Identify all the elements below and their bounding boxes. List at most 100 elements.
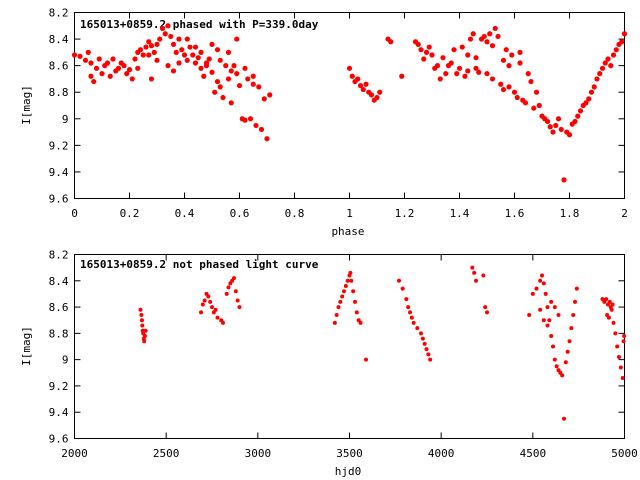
data-point (225, 49, 232, 55)
data-point (217, 57, 223, 63)
data-point (258, 126, 265, 133)
data-point (563, 360, 568, 365)
data-point (184, 36, 190, 42)
data-point (132, 56, 138, 62)
data-point (540, 273, 544, 278)
y-tick-label: 8.8 (49, 327, 69, 340)
data-point (613, 331, 618, 336)
data-point (234, 71, 240, 77)
data-point (562, 416, 566, 421)
y-tick-label: 9 (62, 113, 69, 126)
data-point (459, 44, 465, 50)
data-point (212, 89, 218, 95)
data-point (489, 76, 496, 82)
data-point (426, 352, 431, 357)
data-point (573, 299, 577, 304)
data-point (594, 76, 600, 82)
data-point (209, 41, 215, 47)
data-point (237, 305, 242, 310)
data-point (465, 52, 471, 58)
data-point (556, 312, 561, 317)
data-point (530, 291, 535, 296)
data-point (465, 68, 471, 74)
data-point (173, 49, 179, 55)
data-point (139, 312, 144, 317)
data-point (261, 96, 267, 102)
data-point (517, 49, 523, 55)
data-point (348, 270, 353, 275)
y-tick-label: 9.4 (49, 406, 69, 419)
data-point (129, 76, 135, 82)
data-point (514, 94, 520, 101)
data-point (377, 89, 383, 95)
data-point (487, 31, 493, 37)
y-tick-label: 8.6 (49, 60, 69, 73)
data-point (597, 71, 603, 77)
x-tick-label: 4000 (428, 447, 455, 460)
data-point (560, 373, 565, 378)
data-point (467, 36, 474, 42)
y-tick-label: 8.6 (49, 301, 69, 314)
data-point (343, 284, 348, 289)
data-point (544, 118, 551, 125)
data-point (85, 49, 91, 55)
data-point (221, 320, 225, 325)
data-point (426, 44, 432, 50)
data-point (415, 41, 421, 47)
data-point (77, 53, 83, 59)
x-tick-label: 0.6 (230, 207, 250, 220)
data-point (424, 347, 429, 352)
y-tick-label: 8.8 (49, 86, 69, 99)
data-point (588, 89, 595, 95)
data-point (472, 270, 477, 275)
data-point (611, 320, 616, 325)
data-point (473, 65, 479, 71)
data-point (420, 336, 425, 341)
data-point (364, 357, 368, 362)
data-point (198, 65, 204, 71)
x-axis-title: phase (331, 225, 364, 238)
data-point (168, 33, 174, 40)
data-point (604, 297, 609, 302)
data-point (422, 341, 427, 346)
data-point (154, 41, 160, 47)
data-point (192, 44, 199, 50)
data-point (176, 60, 182, 66)
data-point (543, 291, 548, 296)
data-point (142, 339, 147, 344)
x-tick-label: 3000 (245, 447, 272, 460)
y-tick-label: 9.6 (49, 193, 69, 206)
data-point (437, 76, 443, 82)
data-point (256, 84, 262, 90)
data-point (220, 94, 226, 101)
data-point (586, 96, 592, 102)
y-axis-title: I[mag] (20, 326, 33, 366)
data-point (159, 25, 166, 32)
data-point (602, 60, 608, 66)
data-point (91, 78, 97, 85)
y-tick-label: 9.4 (49, 166, 69, 179)
x-tick-label: 1.4 (450, 207, 470, 220)
data-point (545, 305, 550, 310)
data-point (500, 86, 507, 93)
data-point (250, 81, 256, 87)
data-point (489, 43, 496, 49)
data-point (451, 47, 457, 53)
data-point (575, 113, 581, 119)
data-point (565, 349, 570, 354)
data-point (599, 65, 606, 71)
data-point (214, 47, 221, 53)
data-point (233, 289, 238, 294)
y-tick-label: 8.4 (49, 33, 69, 46)
data-point (538, 307, 543, 312)
data-point (195, 55, 201, 61)
data-point (525, 71, 531, 77)
data-point (615, 344, 620, 349)
data-point (558, 126, 564, 133)
plot-frame (74, 254, 625, 439)
data-point (199, 310, 203, 315)
x-tick-label: 1 (346, 207, 353, 220)
data-point (531, 105, 537, 111)
data-point (498, 81, 504, 87)
data-point (503, 47, 509, 53)
